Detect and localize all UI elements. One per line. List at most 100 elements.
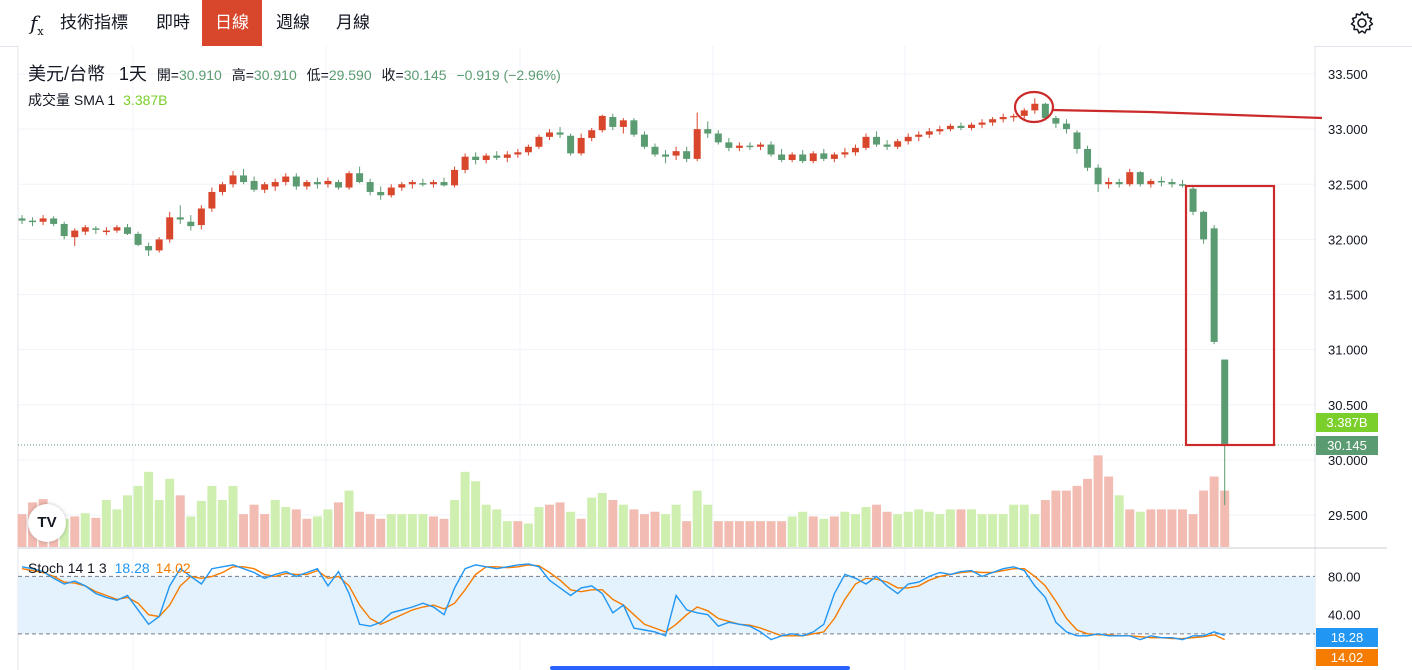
- volume-bar: [1051, 490, 1061, 547]
- candle-body: [1136, 172, 1144, 185]
- stoch-d-value: 14.02: [155, 560, 191, 576]
- candle-body: [503, 154, 511, 158]
- volume-bar: [1030, 514, 1040, 547]
- volume-bar: [787, 516, 797, 547]
- interval-tab-weekly[interactable]: 週線: [276, 13, 310, 32]
- volume-bar: [840, 511, 850, 547]
- volume-bar: [808, 516, 818, 547]
- candle-body: [704, 129, 712, 134]
- volume-label[interactable]: 成交量 SMA 1: [28, 92, 116, 108]
- candle-body: [936, 129, 944, 132]
- candle-body: [588, 130, 596, 138]
- price-tick-label: 30.000: [1328, 453, 1368, 468]
- volume-bar: [281, 507, 291, 547]
- volume-bar: [344, 490, 354, 547]
- candle-body: [50, 218, 58, 224]
- volume-bar: [872, 504, 882, 547]
- volume-bar: [376, 518, 386, 547]
- volume-bar: [998, 514, 1008, 547]
- volume-bar: [1209, 476, 1219, 547]
- annotation-box: [1184, 184, 1276, 447]
- candle-body: [535, 136, 543, 147]
- candle-body: [1105, 182, 1113, 185]
- volume-bar: [819, 518, 829, 547]
- candle-body: [788, 154, 796, 160]
- volume-bar: [70, 516, 80, 547]
- candle-body: [883, 144, 891, 147]
- candle-body: [482, 155, 490, 160]
- volume-bar: [692, 490, 702, 547]
- time-scrollbar[interactable]: [550, 666, 850, 670]
- volume-bar: [608, 500, 618, 547]
- stoch-legend: Stoch 14 1 3 18.28 14.02: [28, 560, 191, 576]
- candle-body: [187, 221, 195, 227]
- candle-body: [978, 122, 986, 125]
- stoch-label[interactable]: Stoch 14 1 3: [28, 560, 107, 576]
- stoch-k-line: [21, 563, 1225, 641]
- volume-bar: [766, 521, 776, 547]
- candle-body: [1126, 172, 1134, 185]
- volume-bar: [1167, 509, 1177, 547]
- symbol-name[interactable]: 美元/台幣: [28, 64, 106, 84]
- interval-tab-daily[interactable]: 日線: [202, 0, 262, 46]
- tradingview-logo[interactable]: TV: [28, 504, 66, 542]
- candle-body: [366, 182, 374, 192]
- volume-bar: [734, 521, 744, 547]
- candle-body: [398, 184, 406, 188]
- candle-body: [429, 182, 437, 185]
- volume-bar: [903, 511, 913, 547]
- candle-body: [851, 147, 859, 153]
- volume-bar: [1009, 504, 1019, 547]
- volume-bar: [1135, 511, 1145, 547]
- volume-bar: [439, 518, 449, 547]
- volume-bar: [260, 514, 270, 547]
- volume-bar: [418, 514, 428, 547]
- volume-bar: [312, 516, 322, 547]
- candle-body: [915, 134, 923, 137]
- annotation-circle: [1013, 90, 1055, 124]
- candle-body: [567, 135, 575, 154]
- candle-body: [683, 151, 691, 159]
- candle-body: [419, 183, 427, 185]
- candle-body: [303, 182, 311, 187]
- stoch-k-value: 18.28: [114, 560, 150, 576]
- candle-body: [1052, 118, 1060, 124]
- candle-body: [18, 218, 26, 221]
- candle-body: [524, 146, 532, 153]
- candle-body: [387, 187, 395, 196]
- candle-body: [725, 142, 733, 148]
- candle-body: [904, 136, 912, 142]
- indicators-button[interactable]: 技術指標: [60, 13, 128, 32]
- volume-bar: [365, 514, 375, 547]
- interval-tab-realtime[interactable]: 即時: [156, 13, 190, 32]
- chart-canvas[interactable]: 33.500 33.000 32.500 32.000 31.500 31.000 30.5…: [0, 46, 1412, 670]
- candle-body: [218, 184, 226, 192]
- candle-body: [1210, 228, 1218, 342]
- volume-bar: [270, 500, 280, 547]
- volume-bar: [1019, 504, 1029, 547]
- candle-body: [451, 169, 459, 186]
- volume-bar: [91, 517, 101, 547]
- fx-icon[interactable]: fx: [30, 11, 44, 38]
- candle-body: [324, 180, 332, 185]
- candle-body: [1031, 103, 1039, 111]
- volume-bar: [639, 514, 649, 547]
- candle-body: [830, 154, 838, 159]
- volume-bar: [671, 504, 681, 547]
- candle-body: [1041, 103, 1049, 119]
- volume-bar: [492, 509, 502, 547]
- volume-bar: [239, 514, 249, 547]
- interval-tab-monthly[interactable]: 月線: [336, 13, 370, 32]
- gear-icon[interactable]: [1348, 9, 1376, 37]
- candle-body: [968, 124, 975, 129]
- candle-body: [1084, 148, 1092, 168]
- volume-bar: [1083, 478, 1093, 547]
- candle-body: [229, 175, 237, 185]
- candle-body: [250, 180, 258, 190]
- volume-bar: [977, 514, 987, 547]
- volume-bar: [334, 502, 343, 547]
- candle-body: [1189, 188, 1197, 212]
- stoch-band: [18, 576, 1315, 634]
- candle-body: [946, 125, 954, 130]
- candle-body: [92, 228, 100, 230]
